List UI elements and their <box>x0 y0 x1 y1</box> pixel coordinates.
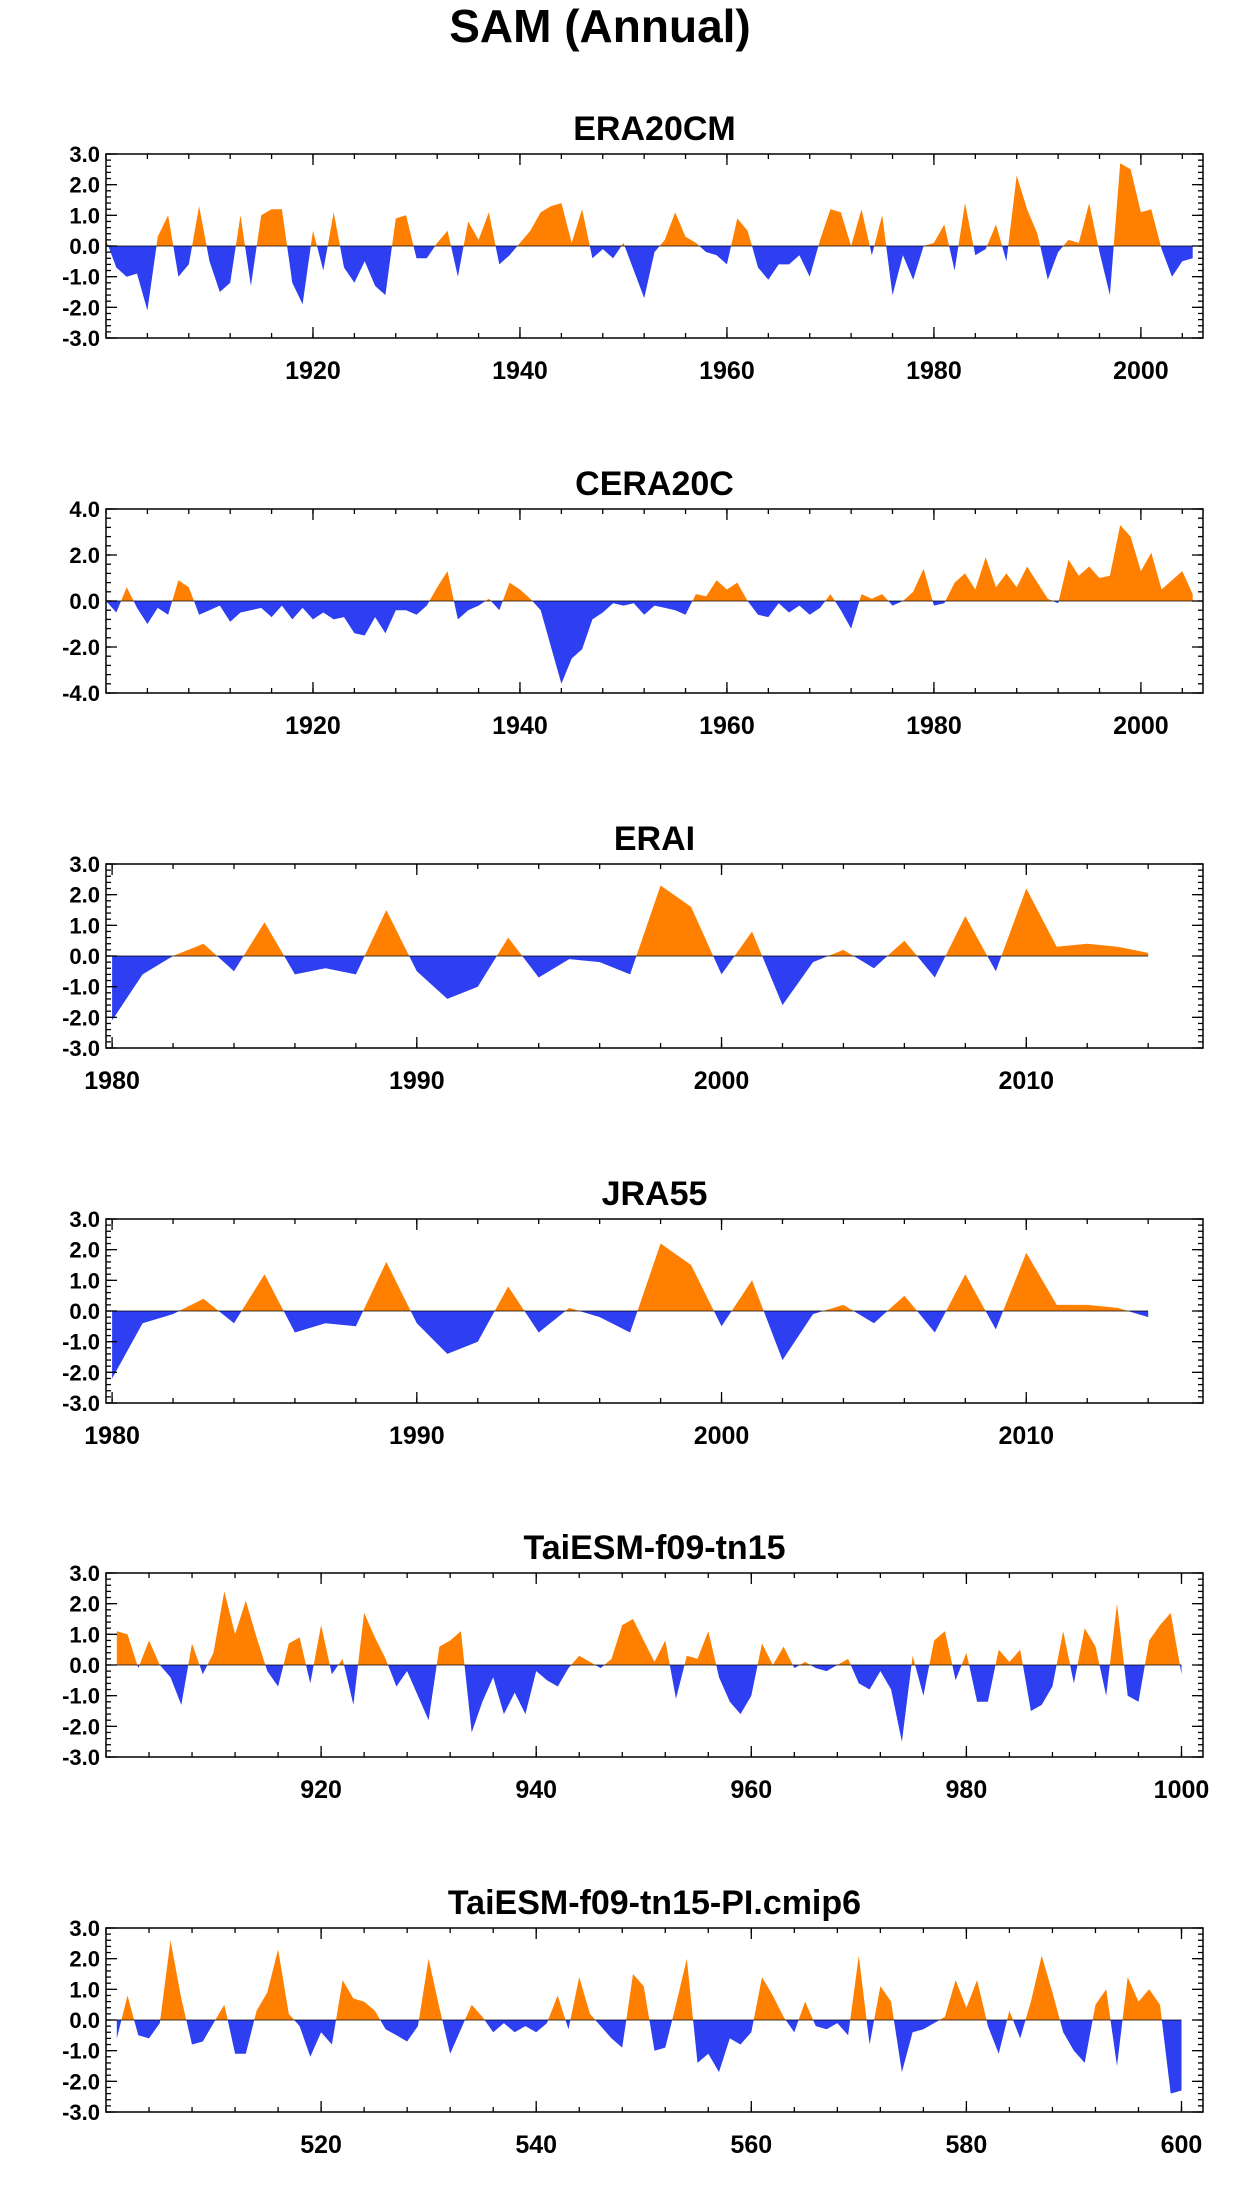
xtick-label: 980 <box>946 1776 988 1804</box>
xtick-label: 540 <box>515 2131 557 2159</box>
positive-area <box>112 1243 1149 1311</box>
ytick-label: -4.0 <box>62 681 100 706</box>
xtick-label: 2000 <box>1113 357 1169 385</box>
negative-area <box>106 246 1193 311</box>
negative-area <box>112 956 1149 1021</box>
ytick-label: 0.0 <box>69 234 100 259</box>
ytick-label: 0.0 <box>69 1299 100 1324</box>
ytick-label: 1.0 <box>69 1977 100 2002</box>
ytick-label: 3.0 <box>69 852 100 877</box>
xtick-label: 940 <box>515 1776 557 1804</box>
ytick-label: 0.0 <box>69 944 100 969</box>
panel-title: JRA55 <box>602 1175 708 1213</box>
xtick-label: 1960 <box>699 712 755 740</box>
negative-area <box>116 2020 1182 2094</box>
ytick-label: -1.0 <box>62 975 100 1000</box>
xtick-label: 520 <box>300 2131 342 2159</box>
xtick-label: 1990 <box>389 1422 445 1450</box>
xtick-label: 1920 <box>285 357 341 385</box>
xtick-label: 600 <box>1161 2131 1203 2159</box>
ytick-label: -1.0 <box>62 265 100 290</box>
ytick-label: -1.0 <box>62 2039 100 2064</box>
ytick-label: 2.0 <box>69 1592 100 1617</box>
ytick-label: -3.0 <box>62 2100 100 2125</box>
panel-title: ERAI <box>614 820 695 858</box>
ytick-label: 1.0 <box>69 1622 100 1647</box>
ytick-label: 1.0 <box>69 203 100 228</box>
xtick-label: 560 <box>730 2131 772 2159</box>
ytick-label: 4.0 <box>69 497 100 522</box>
positive-area <box>106 525 1193 601</box>
xtick-label: 2000 <box>694 1067 750 1095</box>
ytick-label: -2.0 <box>62 2069 100 2094</box>
xtick-label: 1980 <box>84 1422 140 1450</box>
xtick-label: 960 <box>730 1776 772 1804</box>
ytick-label: -3.0 <box>62 1391 100 1416</box>
ytick-label: 3.0 <box>69 1561 100 1586</box>
positive-area <box>116 1591 1182 1665</box>
ytick-label: 1.0 <box>69 913 100 938</box>
panel-6: TaiESM-f09-tn15-PI.cmip6 3.0 2.0 1.0 0.0 -1.0… <box>62 1884 1204 2159</box>
panel-1: ERA20CM 3.0 2.0 1.0 0.0 -1.0 -2.0 -3.0 1920 1940 1… <box>62 110 1204 385</box>
ytick-label: 3.0 <box>69 142 100 167</box>
panel-2: CERA20C 4.0 2.0 0.0 -2.0 -4.0 1920 1940 1960 1980… <box>62 465 1204 740</box>
ytick-label: -1.0 <box>62 1684 100 1709</box>
panel-title: ERA20CM <box>573 110 735 148</box>
ytick-label: -2.0 <box>62 1360 100 1385</box>
ytick-label: 0.0 <box>69 2008 100 2033</box>
positive-area <box>116 1940 1182 2020</box>
xtick-label: 1980 <box>84 1067 140 1095</box>
ytick-label: -2.0 <box>62 295 100 320</box>
panel-5: TaiESM-f09-tn15 3.0 2.0 1.0 0.0 -1.0 -2.0 -3.0 9… <box>62 1529 1209 1804</box>
ytick-label: -1.0 <box>62 1330 100 1355</box>
xtick-label: 2000 <box>694 1422 750 1450</box>
figure-title: SAM (Annual) <box>449 0 751 52</box>
negative-area <box>112 1311 1149 1379</box>
ytick-label: 2.0 <box>69 883 100 908</box>
ytick-label: -3.0 <box>62 1745 100 1770</box>
xtick-label: 920 <box>300 1776 342 1804</box>
xtick-label: 2010 <box>998 1422 1054 1450</box>
ytick-label: -2.0 <box>62 635 100 660</box>
ytick-label: 3.0 <box>69 1207 100 1232</box>
ytick-label: 2.0 <box>69 173 100 198</box>
ytick-label: -3.0 <box>62 326 100 351</box>
xtick-label: 2010 <box>998 1067 1054 1095</box>
ytick-label: 3.0 <box>69 1916 100 1941</box>
ytick-label: 2.0 <box>69 1238 100 1263</box>
ytick-label: -3.0 <box>62 1036 100 1061</box>
xtick-label: 1000 <box>1154 1776 1210 1804</box>
positive-area <box>112 885 1149 956</box>
negative-area <box>106 601 1193 684</box>
xtick-label: 1920 <box>285 712 341 740</box>
ytick-label: 0.0 <box>69 589 100 614</box>
ytick-label: 2.0 <box>69 1947 100 1972</box>
ytick-label: -2.0 <box>62 1714 100 1739</box>
xtick-label: 1990 <box>389 1067 445 1095</box>
panel-3: ERAI 3.0 2.0 1.0 0.0 -1.0 -2.0 -3.0 1980 1990 2000… <box>62 820 1204 1095</box>
ytick-label: 1.0 <box>69 1268 100 1293</box>
xtick-label: 2000 <box>1113 712 1169 740</box>
xtick-label: 1960 <box>699 357 755 385</box>
xtick-label: 1940 <box>492 357 548 385</box>
panel-title: TaiESM-f09-tn15-PI.cmip6 <box>448 1884 861 1922</box>
negative-area <box>116 1665 1182 1742</box>
xtick-label: 1980 <box>906 712 962 740</box>
ytick-label: -2.0 <box>62 1005 100 1030</box>
xtick-label: 580 <box>946 2131 988 2159</box>
ytick-label: 2.0 <box>69 543 100 568</box>
xtick-label: 1940 <box>492 712 548 740</box>
xtick-label: 1980 <box>906 357 962 385</box>
panels-container: ERA20CM 3.0 2.0 1.0 0.0 -1.0 -2.0 -3.0 1920 1940 1… <box>62 110 1209 2159</box>
ytick-label: 0.0 <box>69 1653 100 1678</box>
panel-4: JRA55 3.0 2.0 1.0 0.0 -1.0 -2.0 -3.0 1980 1990 200… <box>62 1175 1204 1450</box>
panel-title: CERA20C <box>575 465 734 503</box>
panel-title: TaiESM-f09-tn15 <box>524 1529 786 1567</box>
positive-area <box>106 163 1193 246</box>
